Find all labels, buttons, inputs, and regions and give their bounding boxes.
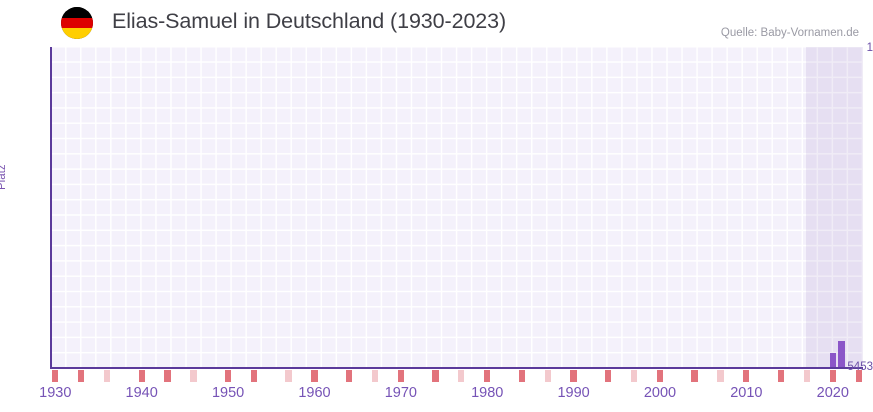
x-tick-label: 1950 xyxy=(211,385,245,401)
x-tick-mark xyxy=(164,370,171,382)
source-label: Quelle: Baby-Vornamen.de xyxy=(720,27,859,39)
x-tick-mark xyxy=(803,370,810,382)
chart-title: Elias-Samuel in Deutschland (1930-2023) xyxy=(112,9,507,33)
x-tick-mark xyxy=(78,370,85,382)
x-tick-mark xyxy=(777,370,785,382)
x-axis-line xyxy=(50,367,863,370)
german-flag-icon xyxy=(61,7,93,39)
bar xyxy=(829,352,836,368)
x-tick-label: 1930 xyxy=(39,385,72,401)
flag-band-red xyxy=(61,17,93,29)
x-tick-mark xyxy=(138,370,145,382)
x-tick-mark xyxy=(397,370,404,382)
x-tick-mark xyxy=(691,370,698,382)
x-tick-mark xyxy=(311,370,318,382)
x-tick-label: 1970 xyxy=(384,385,417,401)
x-tick-mark xyxy=(224,370,232,382)
grid-lines xyxy=(51,47,863,368)
x-tick-mark xyxy=(605,370,612,382)
y-tick-label-top: 1 xyxy=(866,42,873,54)
x-tick-label: 1980 xyxy=(471,385,504,401)
x-tick-label: 1940 xyxy=(125,385,158,401)
x-tick-mark xyxy=(855,370,862,382)
chart-header: Elias-Samuel in Deutschland (1930-2023) … xyxy=(0,0,873,46)
x-tick-mark xyxy=(52,370,59,382)
bar xyxy=(838,341,845,368)
x-tick-mark xyxy=(829,370,836,382)
x-tick-label: 2000 xyxy=(643,385,677,401)
x-tick-label: 1960 xyxy=(298,385,331,401)
x-tick-mark xyxy=(250,370,258,382)
x-tick-mark xyxy=(345,370,353,382)
x-tick-label: 1990 xyxy=(557,385,590,401)
y-axis-title: Platz xyxy=(0,164,8,190)
forecast-shaded-region xyxy=(806,47,863,368)
x-tick-mark xyxy=(570,370,577,382)
x-tick-mark xyxy=(656,370,664,382)
x-tick-mark xyxy=(484,370,491,382)
x-tick-label: 2010 xyxy=(730,385,763,401)
x-tick-mark xyxy=(518,370,525,382)
flag-band-black xyxy=(61,7,93,18)
x-tick-mark xyxy=(432,370,439,382)
y-tick-label-bottom: 5453 xyxy=(847,361,873,373)
x-tick-label: 2020 xyxy=(816,385,849,401)
x-tick-mark xyxy=(371,370,379,382)
x-tick-mark xyxy=(630,370,638,382)
x-tick-mark xyxy=(285,370,292,382)
x-tick-mark xyxy=(458,370,465,382)
x-tick-mark xyxy=(190,370,197,382)
flag-band-gold xyxy=(61,28,93,39)
x-tick-mark xyxy=(544,370,551,382)
plot-area xyxy=(51,47,863,368)
x-tick-mark xyxy=(717,370,724,382)
x-tick-mark xyxy=(104,370,111,382)
y-axis-line xyxy=(50,47,53,369)
x-tick-mark xyxy=(743,370,750,382)
